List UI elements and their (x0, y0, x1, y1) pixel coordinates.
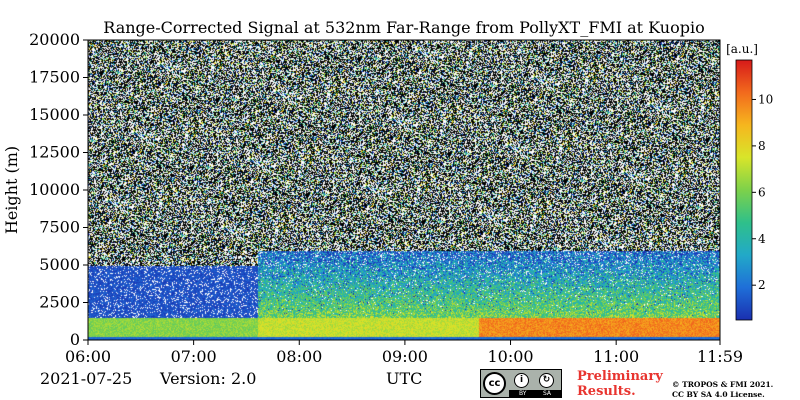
chart-title: Range-Corrected Signal at 532nm Far-Rang… (103, 18, 704, 37)
date-label: 2021-07-25 (40, 369, 133, 388)
by-icon: i (514, 373, 529, 388)
colorbar-gradient (735, 59, 753, 321)
copyright-line-1: © TROPOS & FMI 2021. (672, 380, 774, 389)
y-tick-label: 10000 (29, 180, 80, 199)
x-tick-label: 11:00 (593, 347, 639, 366)
x-axis-label: UTC (386, 369, 423, 388)
colorbar-tick-label: 4 (758, 232, 766, 246)
y-tick-label: 15000 (29, 105, 80, 124)
version-label: Version: 2.0 (160, 369, 257, 388)
cc-icon: cc (483, 372, 506, 395)
y-axis-label: Height (m) (2, 146, 21, 234)
colorbar-tick-label: 10 (758, 92, 773, 106)
y-tick-label: 0 (70, 330, 80, 349)
preliminary-line-2: Results. (577, 384, 636, 399)
cc-sa-text: SA (543, 390, 552, 397)
y-tick-label: 7500 (39, 218, 80, 237)
x-tick-label: 07:00 (171, 347, 217, 366)
x-tick-label: 10:00 (487, 347, 533, 366)
colorbar-tick-label: 2 (758, 278, 766, 292)
colorbar: 2 4 6 8 10 (735, 59, 773, 321)
x-tick-label: 06:00 (65, 347, 111, 366)
plot-area (87, 39, 721, 341)
x-tick-label: 08:00 (276, 347, 322, 366)
x-tick-label: 09:00 (382, 347, 428, 366)
colorbar-label: [a.u.] (726, 42, 758, 56)
y-tick-label: 12500 (29, 143, 80, 162)
x-axis: 06:00 07:00 08:00 09:00 10:00 11:00 11:59 (65, 340, 743, 366)
y-tick-label: 2500 (39, 293, 80, 312)
preliminary-note: Preliminary Results. (577, 369, 663, 399)
cc-by-sa-icon: cc i ↻ BY SA (480, 369, 562, 398)
cc-by-text: BY (519, 390, 527, 397)
copyright-line-2: CC BY SA 4.0 License. (672, 390, 765, 399)
heatmap-image (88, 40, 720, 340)
sa-icon: ↻ (539, 373, 554, 388)
cc-strip (509, 390, 561, 398)
y-axis: 0 2500 5000 7500 10000 12500 15000 17500 20000 (29, 30, 88, 349)
colorbar-tick-label: 6 (758, 185, 766, 199)
y-tick-label: 5000 (39, 255, 80, 274)
preliminary-line-1: Preliminary (577, 369, 663, 384)
x-tick-label: 11:59 (697, 347, 743, 366)
y-tick-label: 17500 (29, 68, 80, 87)
y-tick-label: 20000 (29, 30, 80, 49)
copyright-note: © TROPOS & FMI 2021. CC BY SA 4.0 Licens… (672, 380, 773, 400)
colorbar-tick-label: 8 (758, 139, 766, 153)
